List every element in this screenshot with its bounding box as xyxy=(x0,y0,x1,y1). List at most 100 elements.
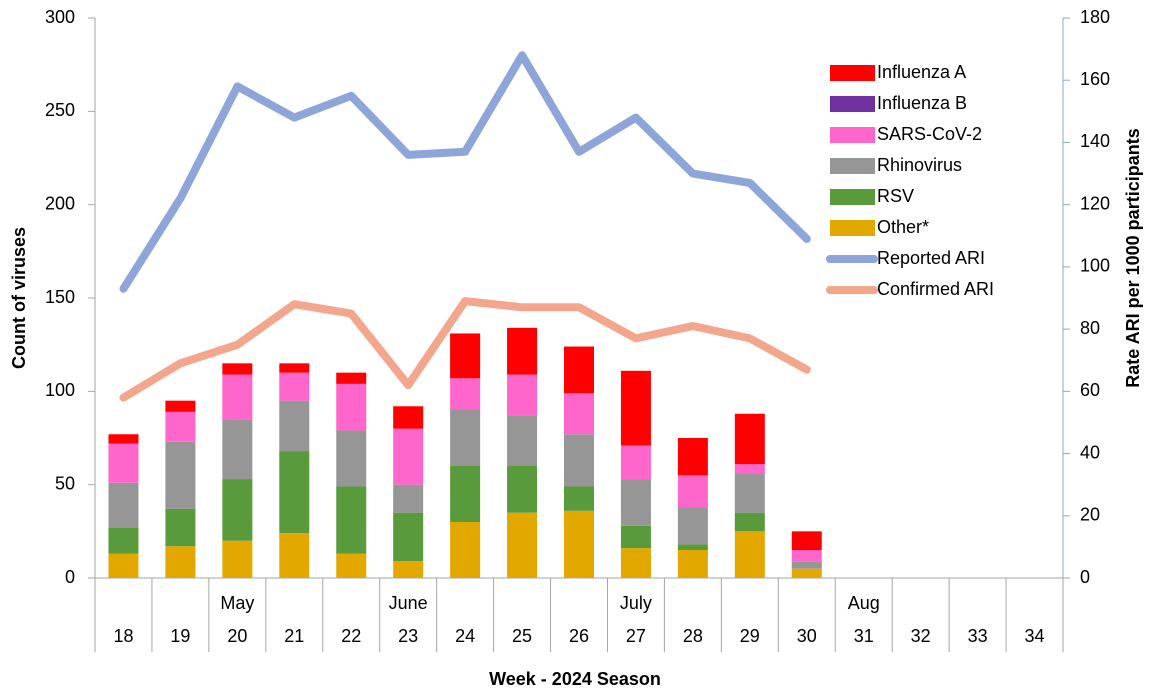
bar-segment xyxy=(450,333,481,379)
x-tick-label: 23 xyxy=(398,626,418,646)
bar-segment xyxy=(336,486,367,554)
bar-segment xyxy=(393,484,424,513)
bar-segment xyxy=(564,510,594,578)
legend-label: Other* xyxy=(877,217,929,237)
month-label: Aug xyxy=(848,593,880,613)
bar-segment xyxy=(620,548,651,578)
x-tick-label: 30 xyxy=(797,626,817,646)
bar-segment xyxy=(108,482,139,528)
bar-segment xyxy=(108,443,139,483)
legend-swatch xyxy=(830,127,875,143)
bar-segment xyxy=(393,428,424,485)
legend-label: Influenza B xyxy=(877,93,967,113)
y2-tick-label: 60 xyxy=(1080,380,1100,400)
bar-segment xyxy=(336,430,367,487)
y-tick-label: 250 xyxy=(45,100,75,120)
y2-tick-label: 180 xyxy=(1080,7,1110,27)
bar-segment xyxy=(734,464,765,474)
x-tick-label: 24 xyxy=(455,626,475,646)
x-axis-title: Week - 2024 Season xyxy=(489,669,661,689)
y2-tick-label: 140 xyxy=(1080,131,1110,151)
bar-segment xyxy=(564,486,594,511)
y2-tick-label: 20 xyxy=(1080,505,1100,525)
bar-segment xyxy=(222,540,253,578)
bar-segment xyxy=(564,346,594,394)
bar-segment xyxy=(279,363,310,373)
bar-segment xyxy=(620,445,651,480)
bar-segment xyxy=(791,550,822,562)
y-tick-label: 300 xyxy=(45,7,75,27)
x-tick-label: 29 xyxy=(740,626,760,646)
legend-label: Rhinovirus xyxy=(877,155,962,175)
line-series xyxy=(119,297,811,402)
x-tick-label: 19 xyxy=(170,626,190,646)
bar-segment xyxy=(393,406,424,429)
y-tick-label: 100 xyxy=(45,380,75,400)
bar-segment xyxy=(450,410,481,466)
bar-segment xyxy=(677,475,708,508)
x-tick-label: 22 xyxy=(341,626,361,646)
x-tick-label: 34 xyxy=(1025,626,1045,646)
bar-segment xyxy=(450,378,481,410)
x-tick-label: 27 xyxy=(626,626,646,646)
bar-segment xyxy=(279,372,310,401)
bar-segment xyxy=(108,434,139,444)
month-label: May xyxy=(220,593,254,613)
bar-segment xyxy=(564,393,594,435)
x-tick-label: 18 xyxy=(113,626,133,646)
y-axis-title: Count of viruses xyxy=(9,227,29,369)
legend-label: Influenza A xyxy=(877,62,966,82)
legend-label: Confirmed ARI xyxy=(877,279,994,299)
bar-segment xyxy=(108,553,139,578)
y2-tick-label: 0 xyxy=(1080,567,1090,587)
bar-segment xyxy=(336,553,367,578)
bar-segment xyxy=(677,507,708,545)
x-tick-label: 33 xyxy=(968,626,988,646)
y2-tick-label: 160 xyxy=(1080,69,1110,89)
bar-segment xyxy=(734,413,765,465)
y2-tick-label: 120 xyxy=(1080,193,1110,213)
bar-segment xyxy=(222,479,253,541)
month-label: July xyxy=(620,593,652,613)
bar-segment xyxy=(507,466,538,513)
bar-segment xyxy=(393,561,424,578)
bar-segment xyxy=(791,531,822,550)
bar-segment xyxy=(507,327,538,375)
bar-segment xyxy=(734,473,765,513)
x-tick-label: 28 xyxy=(683,626,703,646)
bar-segment xyxy=(507,374,538,416)
y2-tick-label: 40 xyxy=(1080,442,1100,462)
y2-axis-title: Rate ARI per 1000 participants xyxy=(1123,128,1143,387)
bar-segment xyxy=(564,434,594,487)
legend-swatch xyxy=(830,65,875,81)
legend-label: RSV xyxy=(877,186,914,206)
bar-segment xyxy=(791,568,822,578)
bar-segment xyxy=(734,512,765,532)
x-tick-label: 21 xyxy=(284,626,304,646)
bar-segment xyxy=(222,363,253,375)
month-label: June xyxy=(389,593,428,613)
bar-segment xyxy=(734,531,765,578)
bar-segment xyxy=(222,419,253,480)
y-tick-label: 200 xyxy=(45,193,75,213)
bar-segment xyxy=(450,522,481,578)
bar-segment xyxy=(677,550,708,578)
bar-segment xyxy=(279,451,310,534)
bar-segment xyxy=(165,441,196,509)
legend-swatch xyxy=(830,96,875,112)
bar-segment xyxy=(507,512,538,578)
bar-segment xyxy=(279,533,310,578)
bar-segment xyxy=(336,383,367,431)
legend-swatch xyxy=(830,158,875,174)
line-series xyxy=(119,51,811,293)
legend-swatch xyxy=(830,189,875,205)
legend-swatch xyxy=(830,220,875,236)
y-tick-label: 150 xyxy=(45,287,75,307)
x-tick-label: 25 xyxy=(512,626,532,646)
x-tick-label: 26 xyxy=(569,626,589,646)
legend-label: SARS-CoV-2 xyxy=(877,124,982,144)
bar-segment xyxy=(677,544,708,550)
bar-segment xyxy=(165,546,196,578)
bar-segment xyxy=(393,512,424,562)
